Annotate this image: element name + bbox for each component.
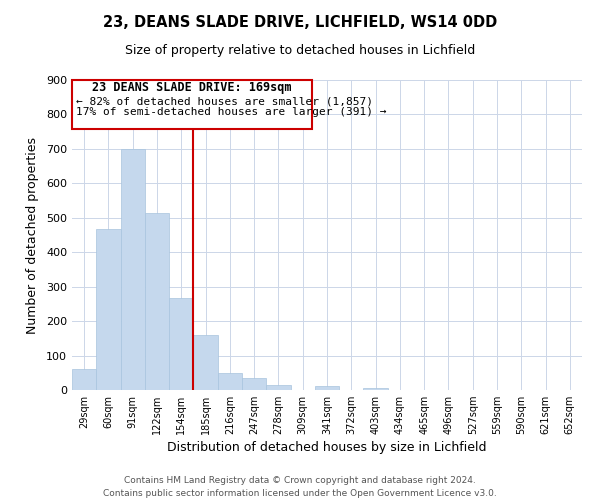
Bar: [242, 378, 266, 390]
Text: ← 82% of detached houses are smaller (1,857): ← 82% of detached houses are smaller (1,…: [76, 96, 373, 106]
Bar: [145, 212, 169, 390]
Bar: [266, 385, 290, 390]
Bar: [121, 149, 145, 390]
Bar: [72, 370, 96, 390]
Bar: [364, 388, 388, 390]
X-axis label: Distribution of detached houses by size in Lichfield: Distribution of detached houses by size …: [167, 442, 487, 454]
Text: Contains public sector information licensed under the Open Government Licence v3: Contains public sector information licen…: [103, 489, 497, 498]
Text: Contains HM Land Registry data © Crown copyright and database right 2024.: Contains HM Land Registry data © Crown c…: [124, 476, 476, 485]
FancyBboxPatch shape: [72, 80, 313, 129]
Bar: [315, 386, 339, 390]
Y-axis label: Number of detached properties: Number of detached properties: [26, 136, 39, 334]
Bar: [96, 229, 121, 390]
Text: 23 DEANS SLADE DRIVE: 169sqm: 23 DEANS SLADE DRIVE: 169sqm: [92, 81, 292, 94]
Bar: [193, 335, 218, 390]
Text: Size of property relative to detached houses in Lichfield: Size of property relative to detached ho…: [125, 44, 475, 57]
Bar: [169, 298, 193, 390]
Bar: [218, 374, 242, 390]
Text: 17% of semi-detached houses are larger (391) →: 17% of semi-detached houses are larger (…: [76, 106, 386, 117]
Text: 23, DEANS SLADE DRIVE, LICHFIELD, WS14 0DD: 23, DEANS SLADE DRIVE, LICHFIELD, WS14 0…: [103, 15, 497, 30]
